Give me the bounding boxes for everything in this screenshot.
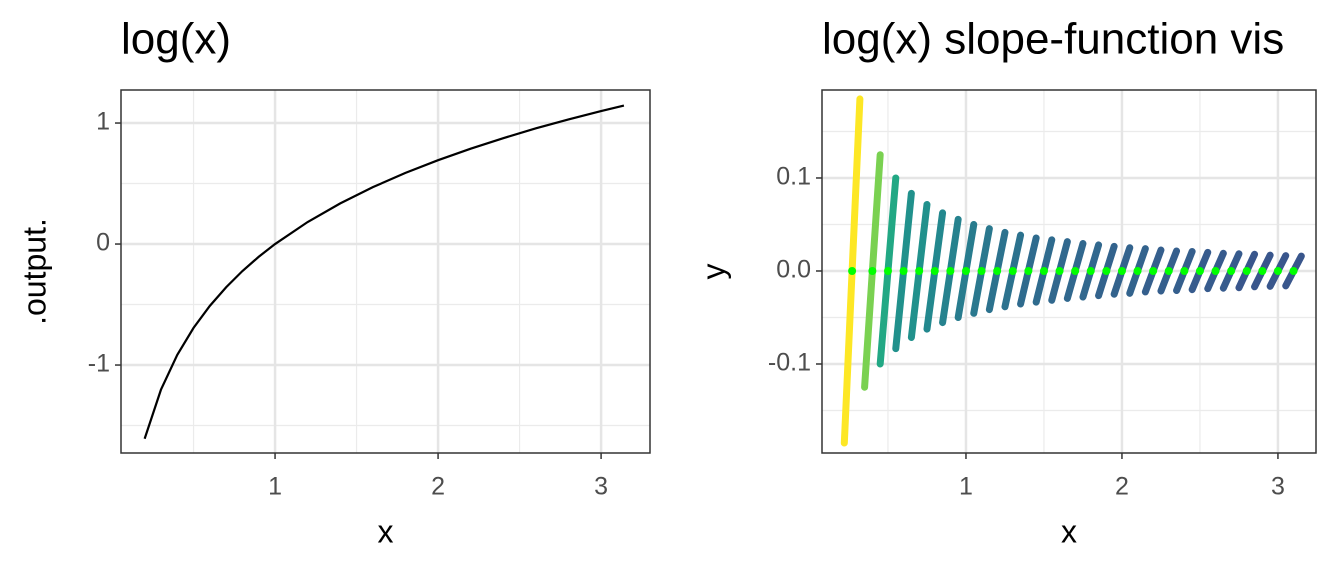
y-tick-label: 0.1 [776,163,811,191]
point [1086,266,1095,275]
point [1258,266,1267,275]
x-tick-label: 2 [1115,473,1129,501]
point [1149,266,1158,275]
panel-border [821,89,1317,454]
x-tick-label: 1 [959,473,973,501]
point [1117,266,1126,275]
x-tick-label: 2 [431,473,445,501]
y-tick-label: 1 [96,108,110,136]
y-axis-title: .output. [16,218,52,325]
point [1242,266,1251,275]
y-tick-label: -1 [88,350,110,378]
point [1102,266,1111,275]
y-axis-title: y [695,264,731,280]
point [1164,266,1173,275]
point [1227,266,1236,275]
point [899,266,908,275]
y-tick-label: 0 [96,229,110,257]
point [1008,266,1017,275]
point [868,266,877,275]
chart-title: log(x) slope-function vis [822,15,1284,64]
point [1039,266,1048,275]
y-tick-label: -0.1 [768,349,811,377]
x-axis-title: x [1061,513,1077,549]
x-tick-label: 3 [594,473,608,501]
x-axis-title: x [378,513,394,549]
point [961,266,970,275]
point [848,266,857,275]
chart-title: log(x) [121,15,231,64]
y-tick-label: 0.0 [776,256,811,284]
panel-background [121,90,650,453]
point [930,266,939,275]
point [1273,266,1282,275]
point [1055,266,1064,275]
point [1071,266,1080,275]
point [1024,266,1033,275]
point [1289,266,1298,275]
x-tick-label: 1 [268,473,282,501]
point [1195,266,1204,275]
point [946,266,955,275]
point [883,266,892,275]
x-tick-label: 3 [1271,473,1285,501]
point [1211,266,1220,275]
point [1180,266,1189,275]
point [915,266,924,275]
point [977,266,986,275]
panel-border [120,89,651,454]
line [143,104,625,440]
point [1133,266,1142,275]
point [993,266,1002,275]
